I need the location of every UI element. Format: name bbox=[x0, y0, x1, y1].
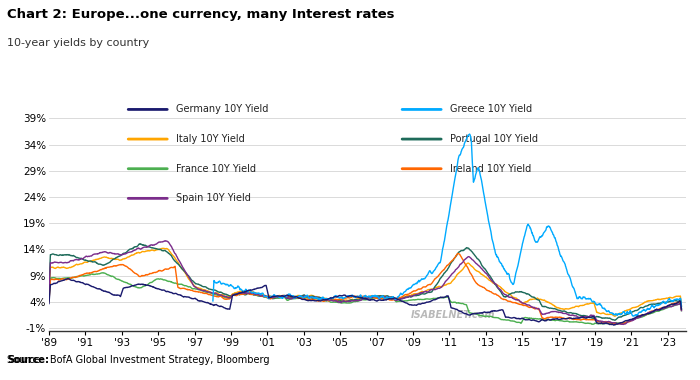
Portugal 10Y Yield bbox=[610, 318, 619, 323]
France 10Y Yield bbox=[99, 271, 107, 275]
Text: Germany 10Y Yield: Germany 10Y Yield bbox=[176, 105, 269, 114]
Spain 10Y Yield bbox=[440, 282, 448, 286]
Italy 10Y Yield bbox=[519, 301, 528, 305]
Spain 10Y Yield bbox=[45, 290, 53, 295]
Line: Germany 10Y Yield: Germany 10Y Yield bbox=[49, 279, 681, 325]
Germany 10Y Yield bbox=[172, 291, 181, 296]
Ireland 10Y Yield bbox=[163, 267, 172, 271]
France 10Y Yield bbox=[677, 309, 685, 313]
Line: Portugal 10Y Yield: Portugal 10Y Yield bbox=[49, 244, 681, 320]
Ireland 10Y Yield bbox=[454, 251, 462, 256]
Portugal 10Y Yield bbox=[85, 259, 93, 263]
Italy 10Y Yield bbox=[610, 314, 619, 318]
Text: France 10Y Yield: France 10Y Yield bbox=[176, 164, 256, 174]
France 10Y Yield bbox=[85, 273, 93, 277]
Line: Ireland 10Y Yield: Ireland 10Y Yield bbox=[49, 253, 681, 324]
Portugal 10Y Yield bbox=[164, 250, 172, 255]
Portugal 10Y Yield bbox=[519, 290, 528, 295]
Portugal 10Y Yield bbox=[677, 306, 685, 311]
Italy 10Y Yield bbox=[164, 247, 172, 251]
Spain 10Y Yield bbox=[619, 322, 627, 327]
Portugal 10Y Yield bbox=[45, 286, 53, 291]
Germany 10Y Yield bbox=[440, 295, 448, 299]
Italy 10Y Yield bbox=[677, 304, 685, 308]
Text: 10-year yields by country: 10-year yields by country bbox=[7, 38, 149, 48]
Ireland 10Y Yield bbox=[172, 272, 181, 276]
France 10Y Yield bbox=[440, 295, 448, 300]
Text: Chart 2: Europe...one currency, many Interest rates: Chart 2: Europe...one currency, many Int… bbox=[7, 8, 395, 21]
Text: Italy 10Y Yield: Italy 10Y Yield bbox=[176, 134, 245, 144]
Greece 10Y Yield bbox=[440, 241, 448, 246]
Spain 10Y Yield bbox=[519, 301, 528, 306]
Ireland 10Y Yield bbox=[677, 307, 685, 312]
Text: Source:: Source: bbox=[7, 355, 49, 365]
Line: Spain 10Y Yield: Spain 10Y Yield bbox=[49, 241, 681, 325]
France 10Y Yield bbox=[589, 322, 597, 326]
Portugal 10Y Yield bbox=[197, 284, 206, 288]
Germany 10Y Yield bbox=[519, 317, 528, 321]
France 10Y Yield bbox=[519, 316, 528, 321]
France 10Y Yield bbox=[172, 281, 181, 286]
Line: Greece 10Y Yield: Greece 10Y Yield bbox=[213, 134, 681, 316]
Spain 10Y Yield bbox=[197, 288, 206, 293]
Text: Ireland 10Y Yield: Ireland 10Y Yield bbox=[450, 164, 531, 174]
Ireland 10Y Yield bbox=[197, 290, 206, 295]
Italy 10Y Yield bbox=[85, 259, 93, 264]
Ireland 10Y Yield bbox=[617, 322, 625, 326]
Italy 10Y Yield bbox=[440, 283, 448, 288]
Line: France 10Y Yield: France 10Y Yield bbox=[49, 273, 681, 324]
Text: Portugal 10Y Yield: Portugal 10Y Yield bbox=[450, 134, 538, 144]
Spain 10Y Yield bbox=[161, 238, 169, 243]
Portugal 10Y Yield bbox=[440, 271, 448, 276]
Italy 10Y Yield bbox=[158, 246, 167, 250]
Portugal 10Y Yield bbox=[136, 241, 144, 246]
Spain 10Y Yield bbox=[172, 254, 181, 258]
Italy 10Y Yield bbox=[197, 287, 206, 291]
Spain 10Y Yield bbox=[677, 308, 685, 313]
Ireland 10Y Yield bbox=[440, 268, 448, 272]
Greece 10Y Yield bbox=[677, 304, 685, 309]
Greece 10Y Yield bbox=[519, 239, 527, 243]
Germany 10Y Yield bbox=[197, 299, 206, 303]
Italy 10Y Yield bbox=[45, 293, 53, 297]
Ireland 10Y Yield bbox=[85, 271, 93, 276]
Portugal 10Y Yield bbox=[172, 260, 181, 265]
Germany 10Y Yield bbox=[677, 307, 685, 312]
Text: ISABELNET.com: ISABELNET.com bbox=[411, 310, 496, 320]
Germany 10Y Yield bbox=[64, 276, 72, 281]
Italy 10Y Yield bbox=[172, 258, 181, 263]
Text: Greece 10Y Yield: Greece 10Y Yield bbox=[450, 105, 533, 114]
Ireland 10Y Yield bbox=[519, 303, 528, 308]
Germany 10Y Yield bbox=[85, 283, 94, 288]
France 10Y Yield bbox=[164, 279, 172, 283]
France 10Y Yield bbox=[45, 298, 53, 303]
Text: Source:  BofA Global Investment Strategy, Bloomberg: Source: BofA Global Investment Strategy,… bbox=[7, 355, 270, 365]
France 10Y Yield bbox=[197, 288, 206, 293]
Germany 10Y Yield bbox=[164, 289, 172, 294]
Germany 10Y Yield bbox=[609, 323, 617, 327]
Line: Italy 10Y Yield: Italy 10Y Yield bbox=[49, 248, 681, 316]
Ireland 10Y Yield bbox=[45, 299, 53, 304]
Spain 10Y Yield bbox=[85, 254, 93, 259]
Spain 10Y Yield bbox=[164, 239, 172, 244]
Text: Spain 10Y Yield: Spain 10Y Yield bbox=[176, 193, 251, 203]
Germany 10Y Yield bbox=[45, 301, 53, 306]
